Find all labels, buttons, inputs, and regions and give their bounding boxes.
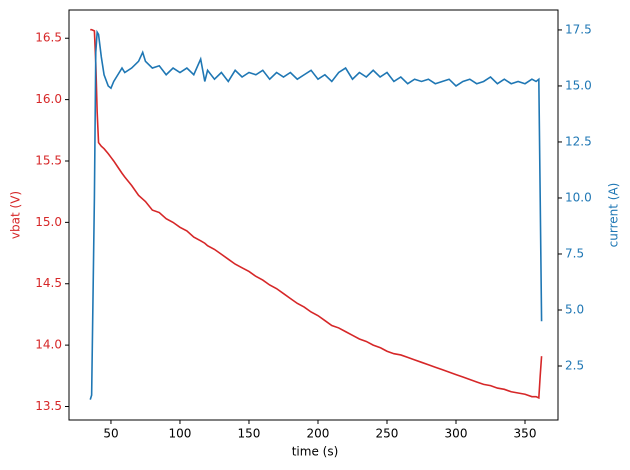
- x-tick-label: 50: [103, 427, 118, 441]
- x-tick-label: 350: [514, 427, 537, 441]
- x-tick-label: 300: [445, 427, 468, 441]
- series-line: [90, 28, 543, 400]
- y-tick-label: 16.0: [35, 92, 62, 106]
- y-tick-label: 15.0: [35, 215, 62, 229]
- y-tick-label: 14.0: [35, 338, 62, 352]
- x-tick-label: 100: [169, 427, 192, 441]
- plot-frame: [68, 9, 559, 421]
- y2-tick-label: 17.5: [565, 22, 592, 36]
- y2-tick-label: 5.0: [565, 302, 584, 316]
- y2-tick-label: 2.5: [565, 359, 584, 373]
- series-line: [89, 29, 543, 400]
- y2-tick-label: 15.0: [565, 78, 592, 92]
- x-tick-label: 200: [307, 427, 330, 441]
- x-tick-label: 150: [238, 427, 261, 441]
- x-tick-label: 250: [376, 427, 399, 441]
- y-tick-label: 16.5: [35, 31, 62, 45]
- y-tick-label: 14.5: [35, 276, 62, 290]
- y2-tick-label: 10.0: [565, 190, 592, 204]
- y-tick-label: 13.5: [35, 399, 62, 413]
- y-axis-label: vbat (V): [9, 191, 23, 239]
- y-tick-label: 15.5: [35, 153, 62, 167]
- x-axis-label: time (s): [292, 445, 339, 459]
- y2-tick-label: 12.5: [565, 134, 592, 148]
- y2-tick-label: 7.5: [565, 246, 584, 260]
- y2-axis-label: current (A): [607, 183, 621, 248]
